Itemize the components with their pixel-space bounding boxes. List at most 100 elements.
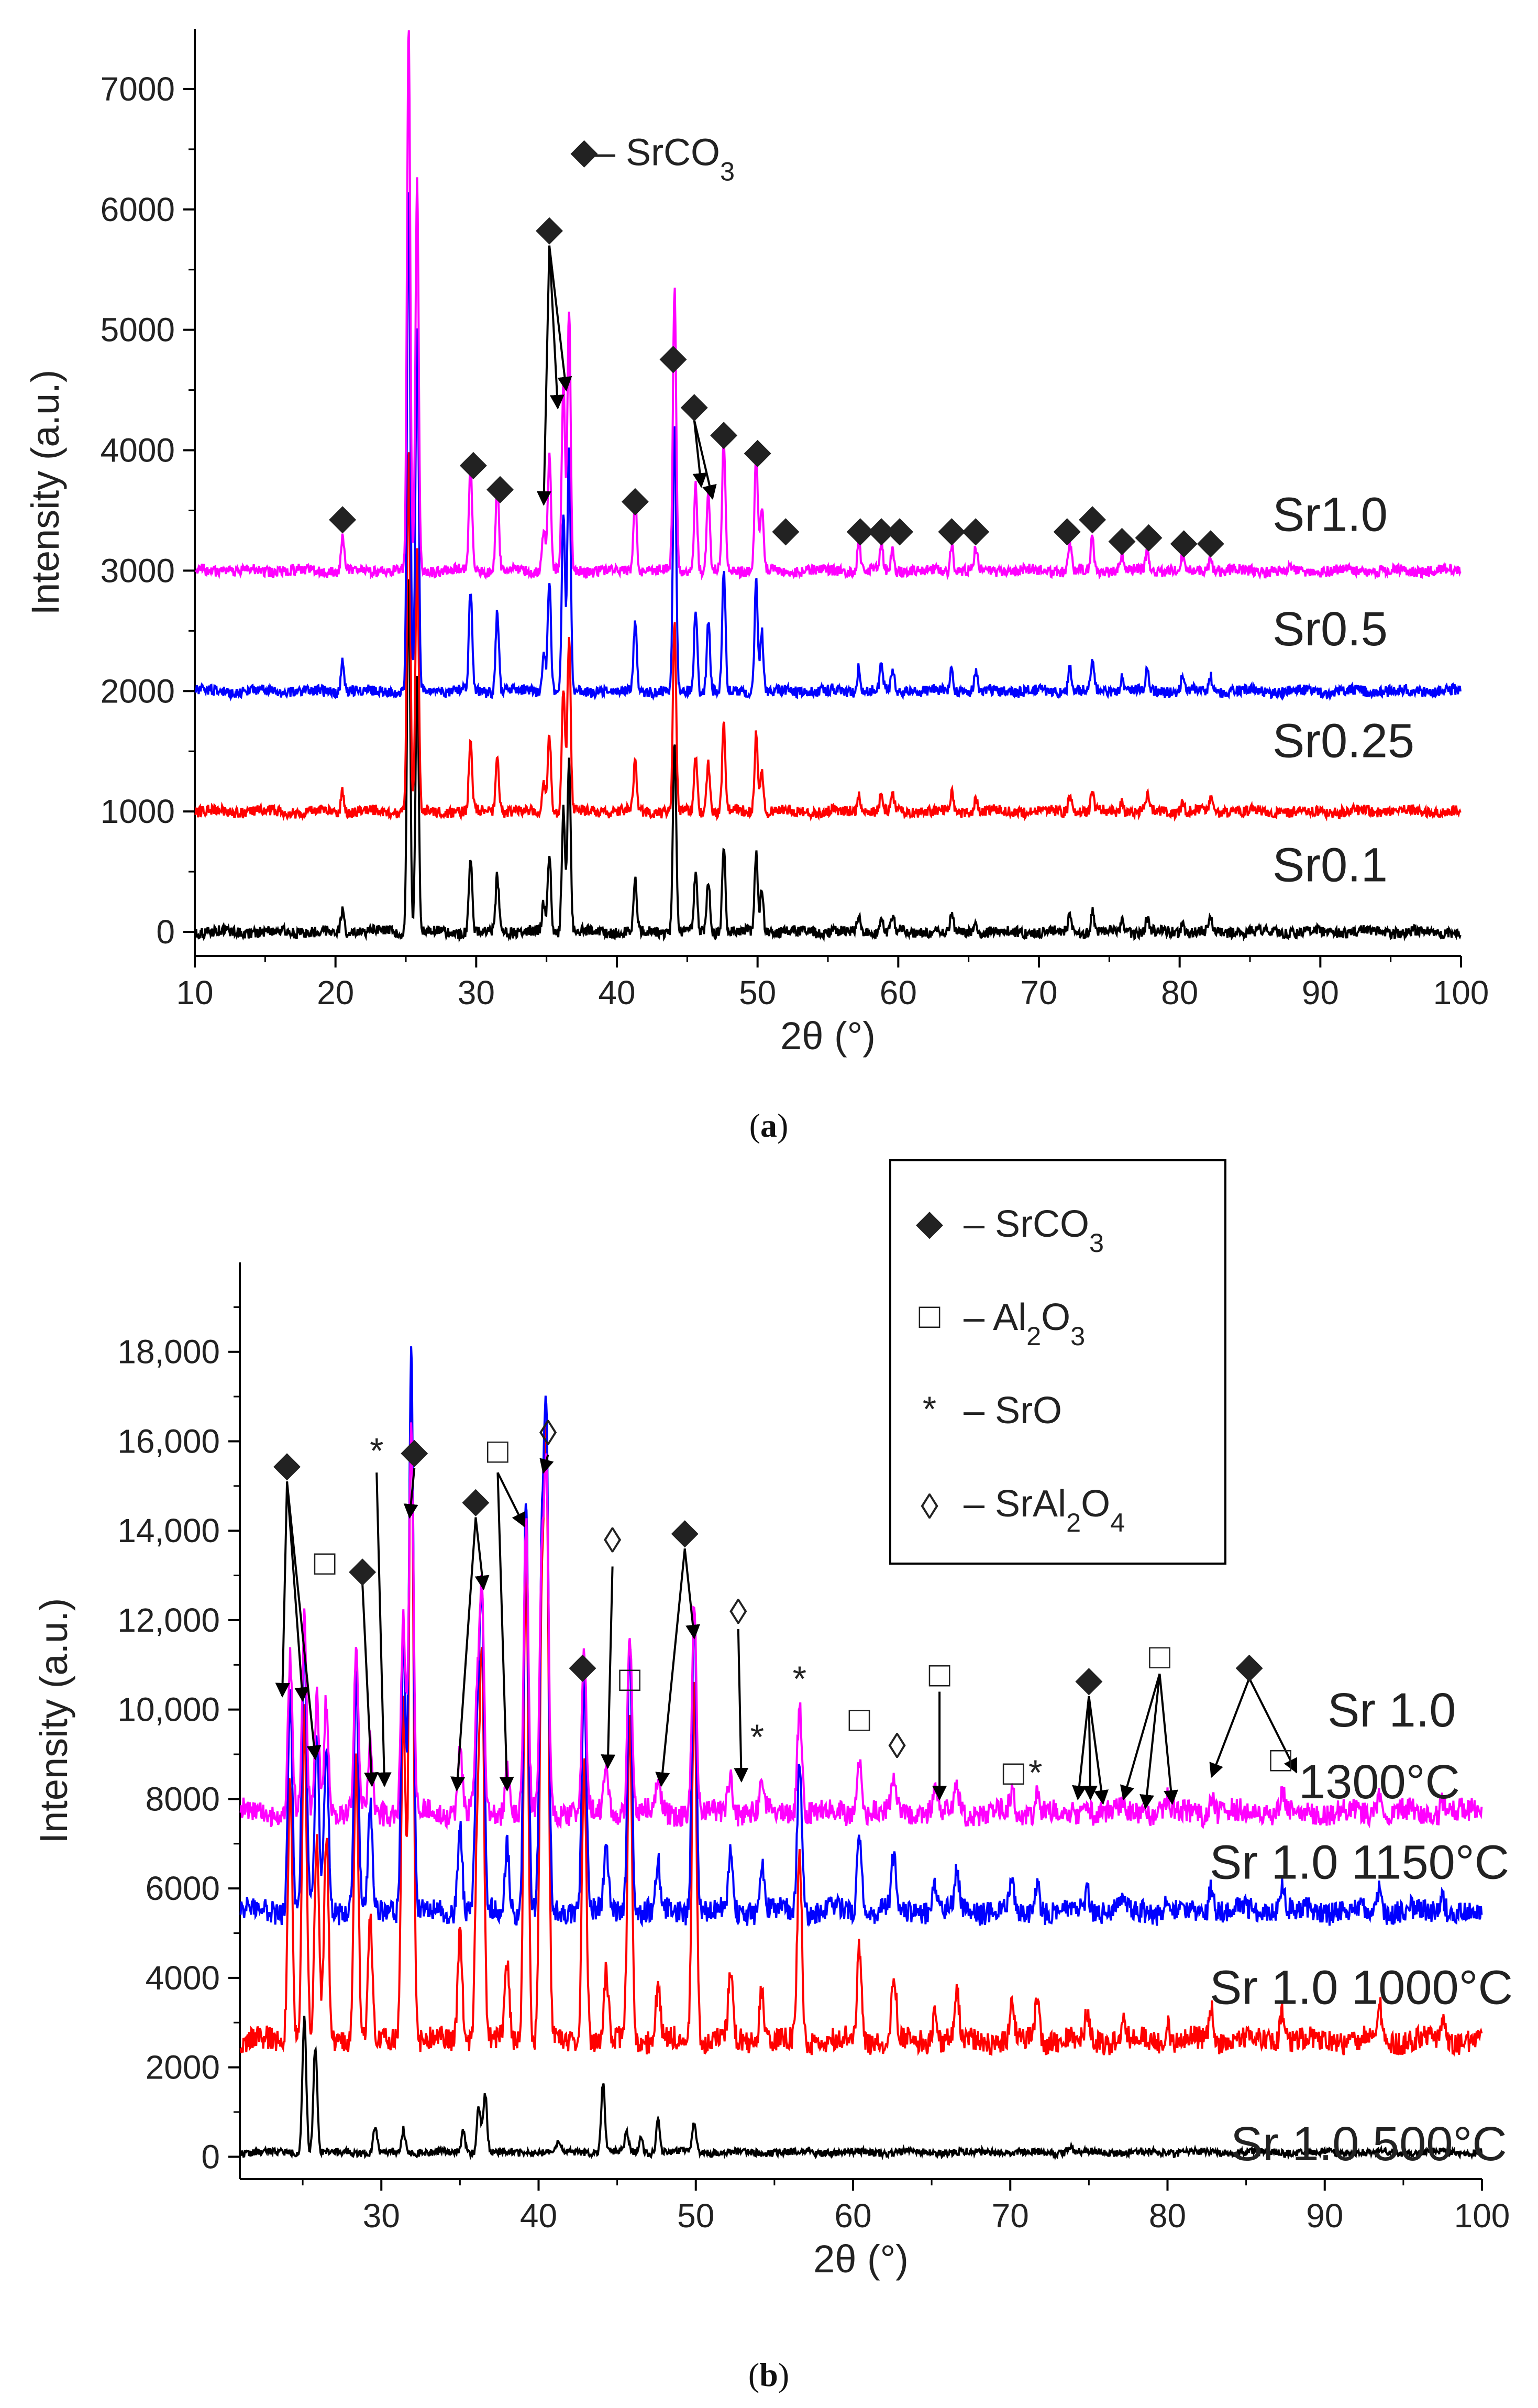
legend-symbol: ◆ [570,131,598,171]
legend-text: – SrCO3 [964,1203,1104,1258]
peak-marker: ◆ [1079,497,1107,537]
x-tick-label: 90 [1306,2197,1343,2235]
x-tick-label: 60 [880,974,917,1011]
peak-marker: ◆ [671,1511,699,1551]
peak-marker: ◆ [569,1645,596,1685]
y-tick-label: 6000 [146,1870,220,1907]
peak-arrow [536,245,551,506]
x-tick-label: 10 [176,974,213,1011]
x-tick-label: 90 [1302,974,1339,1011]
y-tick-label: 10,000 [117,1691,220,1729]
peak-arrow [655,1548,686,1787]
x-axis-label: 2θ (°) [780,1014,876,1058]
y-tick-label: 4000 [101,432,175,469]
series-line [239,1363,1483,2057]
peak-marker: □ [314,1543,336,1582]
peak-arrow [403,1468,418,1519]
peak-arrow [275,1481,290,1698]
series-line [194,452,1462,822]
peak-marker: ◆ [962,509,990,549]
x-tick-label: 20 [317,974,354,1011]
x-tick-label: 80 [1149,2197,1186,2235]
peak-marker: □ [487,1431,508,1471]
peak-marker: □ [848,1699,870,1739]
peak-marker: ◆ [536,208,563,248]
x-tick-label: 100 [1433,974,1489,1011]
peak-marker: ◆ [659,337,687,377]
peak-marker: ◆ [681,385,709,425]
peak-marker: * [793,1659,806,1699]
y-axis-label: Intensity (a.u.) [32,1598,75,1844]
series-label: 1300°C [1299,1755,1460,1809]
peak-marker: ◆ [1108,519,1136,558]
y-tick-label: 2000 [101,672,175,710]
caption-b: (b) [748,2356,789,2393]
peak-marker: ◆ [460,443,488,483]
legend-symbol: ◆ [916,1203,944,1243]
peak-marker: ◆ [273,1444,301,1484]
peak-marker: ◆ [1054,509,1081,549]
peak-marker: ◆ [1170,521,1198,561]
series-label: Sr 1.0 1000°C [1210,1961,1513,2014]
y-tick-label: 14,000 [117,1512,220,1549]
peak-marker: * [1028,1753,1042,1793]
y-tick-label: 1000 [101,793,175,830]
peak-marker: ◆ [1075,1659,1103,1699]
y-tick-label: 2000 [146,2049,220,2086]
y-tick-label: 12,000 [117,1601,220,1639]
peak-marker: □ [1003,1753,1024,1793]
legend-symbol: □ [919,1296,940,1336]
peak-arrow [683,1548,701,1640]
caption-a: (a) [749,1107,789,1144]
peak-arrow [450,1517,477,1792]
legend-box [889,1159,1226,1565]
series-line [239,1346,1483,1928]
x-tick-label: 50 [739,974,776,1011]
peak-arrow [1139,1674,1161,1810]
peak-arrow [601,1566,616,1769]
x-tick-label: 40 [598,974,635,1011]
y-tick-label: 16,000 [117,1422,220,1460]
peak-marker: ◆ [486,467,514,507]
peak-arrow [548,245,572,392]
peak-arrow [693,420,717,500]
y-tick-label: 8000 [146,1780,220,1818]
legend-text: – SrO [964,1390,1062,1432]
peak-arrow [1158,1674,1179,1805]
peak-arrow [361,1584,379,1787]
peak-arrow [1248,1678,1298,1774]
peak-marker: ◆ [847,509,875,549]
series-label: Sr0.5 [1273,602,1388,656]
series-label: Sr0.1 [1273,838,1388,892]
peak-marker: ◆ [1197,521,1225,561]
peak-marker: ◆ [868,509,895,549]
peak-marker: □ [929,1654,950,1694]
y-tick-label: 0 [156,913,175,951]
peak-arrow [286,1481,322,1761]
peak-arrow [1072,1696,1090,1801]
peak-marker: ◆ [886,509,914,549]
legend-text: – SrAl2O4 [964,1483,1125,1537]
peak-arrow [286,1481,309,1702]
peak-arrow [474,1517,490,1590]
peak-marker: ◆ [329,497,357,537]
series-line [240,2016,1483,2161]
y-tick-label: 0 [201,2138,220,2175]
x-tick-label: 40 [520,2197,557,2235]
y-axis-label: Intensity (a.u.) [24,370,67,615]
peak-arrow [496,1472,514,1792]
y-tick-label: 3000 [101,552,175,589]
peak-marker: ◆ [462,1480,490,1520]
peak-marker: ◆ [772,509,800,549]
peak-arrow [1082,1696,1098,1801]
peak-marker: ◆ [744,431,772,471]
legend-text: – SrCO3 [594,131,735,186]
x-tick-label: 30 [458,974,495,1011]
peak-marker: ◊ [729,1592,747,1632]
peak-arrow [548,245,565,410]
peak-marker: ◆ [710,413,738,453]
peak-marker: □ [619,1659,640,1699]
peak-arrow [1209,1678,1251,1778]
peak-marker: ◊ [539,1413,557,1453]
x-axis-label: 2θ (°) [813,2237,909,2281]
